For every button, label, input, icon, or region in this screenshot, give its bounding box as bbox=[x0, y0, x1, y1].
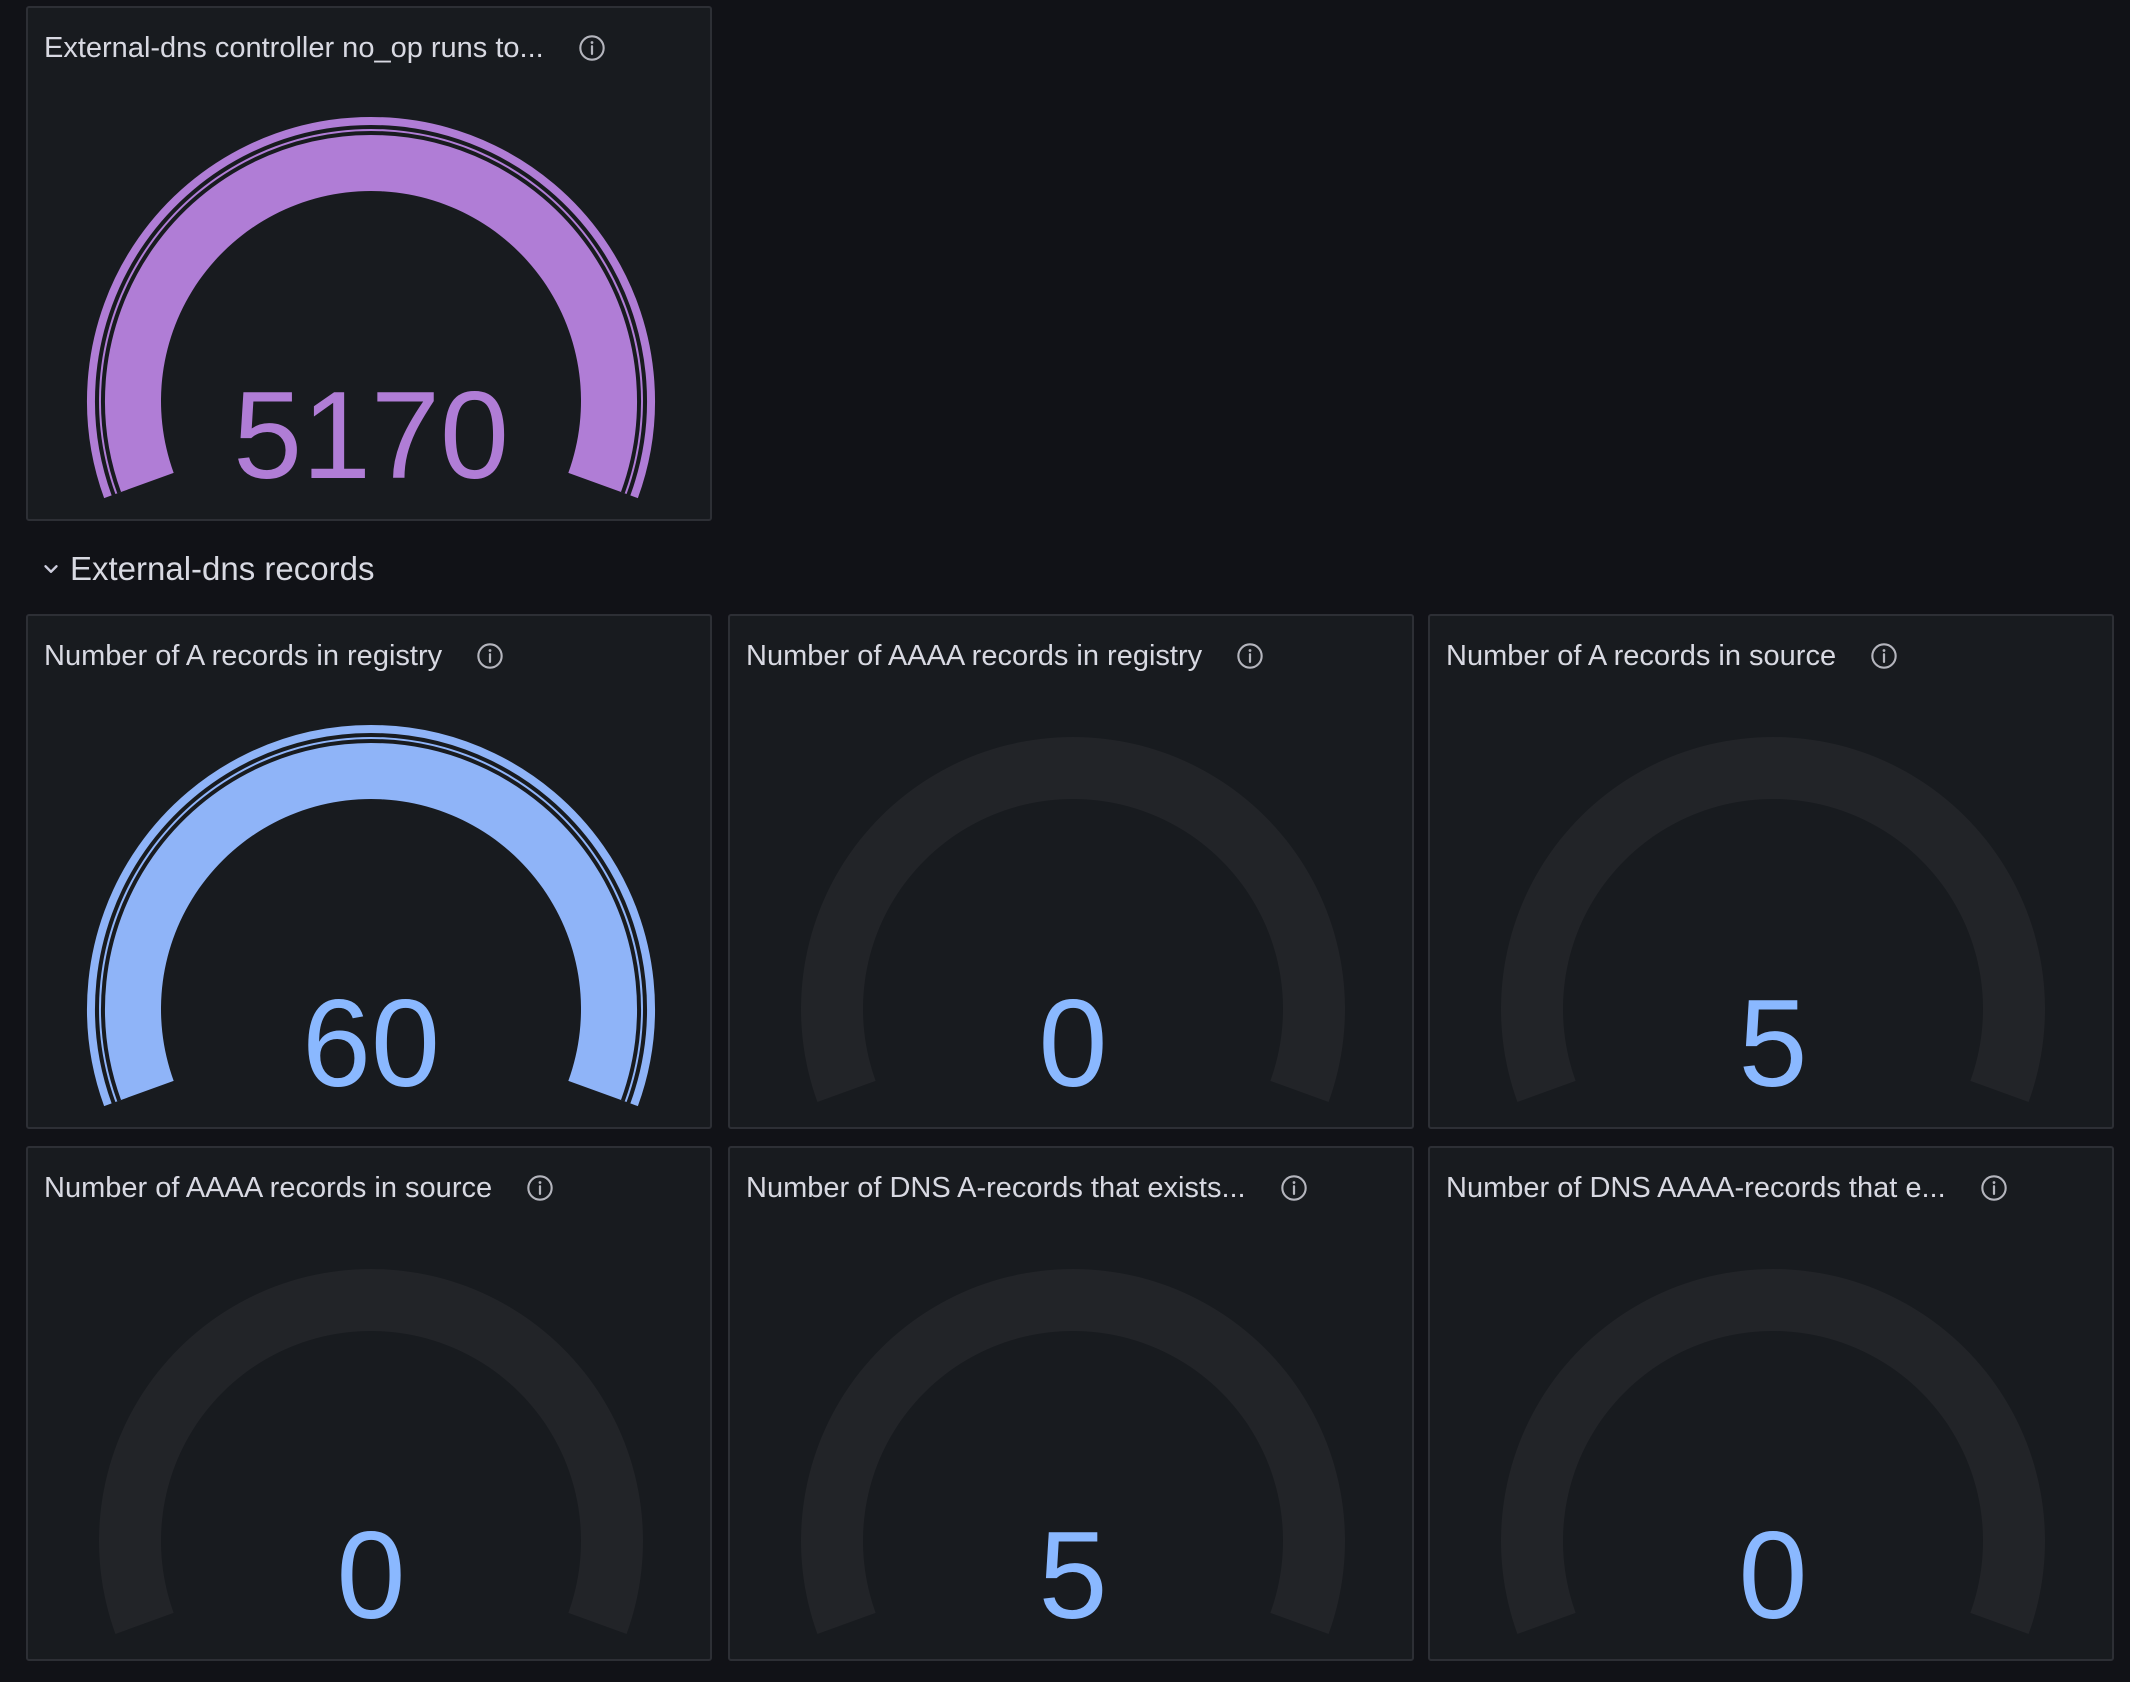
gauge: 60 bbox=[87, 725, 655, 1113]
row-title: External-dns records bbox=[70, 550, 375, 587]
gauge: 0 bbox=[98, 1269, 643, 1645]
panel-header: Number of A records in registry bbox=[44, 636, 694, 676]
panel-title: Number of AAAA records in source bbox=[44, 1171, 493, 1204]
panel-header: Number of DNS A-records that exists... bbox=[746, 1168, 1396, 1208]
gauge-track bbox=[1501, 737, 2045, 1103]
gauge-threshold-gap bbox=[101, 131, 641, 494]
gauge: 5 bbox=[801, 1269, 1345, 1645]
info-circle-icon[interactable] bbox=[1980, 1174, 2008, 1202]
gauge-value: 0 bbox=[1739, 1507, 1808, 1645]
gauge-fill bbox=[98, 128, 643, 495]
panel-header: External-dns controller no_op runs to... bbox=[44, 28, 694, 68]
gauge-track bbox=[801, 737, 1345, 1103]
gauge-threshold-arc bbox=[87, 117, 655, 499]
info-circle-icon[interactable] bbox=[578, 34, 606, 62]
info-circle-icon[interactable] bbox=[526, 1174, 554, 1202]
gauge-value: 0 bbox=[1039, 975, 1108, 1113]
gauge: 5 bbox=[1501, 737, 2045, 1113]
gauge: 0 bbox=[801, 737, 1345, 1113]
panel-header: Number of DNS AAAA-records that e... bbox=[1446, 1168, 2096, 1208]
gauge-track bbox=[801, 1269, 1345, 1635]
panel-noop-runs[interactable]: External-dns controller no_op runs to...… bbox=[26, 6, 712, 521]
panel-title: External-dns controller no_op runs to... bbox=[44, 31, 544, 64]
panel-aaaa-records-source[interactable]: Number of AAAA records in source 0 bbox=[26, 1146, 712, 1661]
panel-aaaa-records-registry[interactable]: Number of AAAA records in registry 0 bbox=[728, 614, 1414, 1129]
panel-dns-a-records-exists[interactable]: Number of DNS A-records that exists... 5 bbox=[728, 1146, 1414, 1661]
panel-a-records-registry[interactable]: Number of A records in registry 60 bbox=[26, 614, 712, 1129]
gauge: 0 bbox=[1501, 1269, 2045, 1645]
info-circle-icon[interactable] bbox=[1280, 1174, 1308, 1202]
gauge-value: 60 bbox=[302, 975, 440, 1113]
panel-dns-aaaa-records-exists[interactable]: Number of DNS AAAA-records that e... 0 bbox=[1428, 1146, 2114, 1661]
panel-a-records-source[interactable]: Number of A records in source 5 bbox=[1428, 614, 2114, 1129]
panel-title: Number of A records in registry bbox=[44, 639, 443, 672]
gauge-track bbox=[1501, 1269, 2045, 1635]
panel-title: Number of AAAA records in registry bbox=[746, 639, 1203, 672]
gauge-threshold-arc bbox=[87, 725, 655, 1107]
info-circle-icon[interactable] bbox=[1870, 642, 1898, 670]
panel-header: Number of AAAA records in source bbox=[44, 1168, 694, 1208]
gauge-track bbox=[98, 1269, 643, 1635]
panel-title: Number of A records in source bbox=[1446, 639, 1837, 672]
info-circle-icon[interactable] bbox=[476, 642, 504, 670]
gauge-value: 5170 bbox=[233, 367, 509, 505]
gauge-value: 5 bbox=[1039, 1507, 1108, 1645]
chevron-down-icon[interactable] bbox=[40, 558, 62, 580]
row-header-external-dns-records[interactable]: External-dns records bbox=[40, 546, 374, 592]
gauge: 5170 bbox=[87, 117, 655, 505]
info-circle-icon[interactable] bbox=[1236, 642, 1264, 670]
gauge-fill bbox=[98, 737, 643, 1103]
panel-title: Number of DNS A-records that exists... bbox=[746, 1171, 1246, 1204]
gauge-threshold-gap bbox=[101, 739, 641, 1102]
panel-header: Number of A records in source bbox=[1446, 636, 2096, 676]
panel-title: Number of DNS AAAA-records that e... bbox=[1446, 1171, 1946, 1204]
gauge-value: 5 bbox=[1739, 975, 1808, 1113]
panel-header: Number of AAAA records in registry bbox=[746, 636, 1396, 676]
gauge-value: 0 bbox=[337, 1507, 406, 1645]
